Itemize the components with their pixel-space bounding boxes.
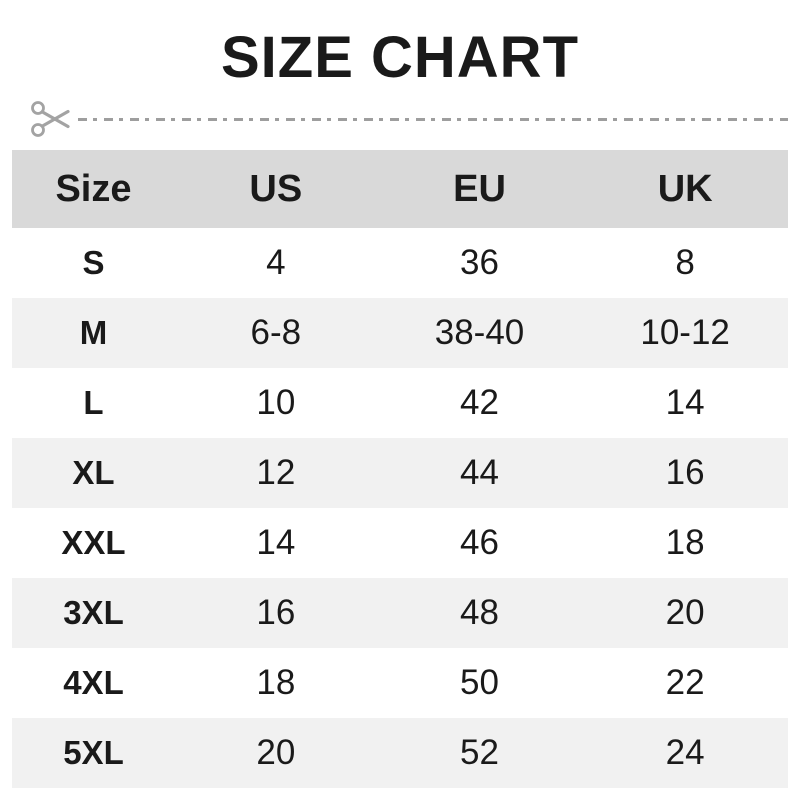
- table-row: S 4 36 8: [12, 228, 788, 299]
- dash-dot-line: [78, 117, 788, 121]
- us-cell: 4: [266, 243, 286, 283]
- size-cell: 5XL: [63, 734, 124, 772]
- eu-cell: 36: [460, 243, 499, 283]
- size-cell: XL: [72, 454, 115, 492]
- page-title: SIZE CHART: [221, 25, 579, 90]
- table-row: M 6-8 38-40 10-12: [12, 298, 788, 369]
- uk-cell: 24: [665, 733, 705, 773]
- uk-cell: 16: [665, 453, 705, 493]
- eu-cell: 42: [460, 383, 499, 423]
- size-table: Size US EU UK S 4 36 8 M 6-8 38-40 10-12…: [12, 150, 788, 789]
- uk-cell: 20: [665, 593, 705, 633]
- table-row: 5XL 20 52 24: [12, 718, 788, 789]
- eu-cell: 38-40: [434, 313, 525, 353]
- us-cell: 6-8: [250, 313, 302, 353]
- uk-cell: 10-12: [640, 313, 730, 353]
- eu-cell: 46: [460, 523, 499, 563]
- us-cell: 10: [256, 383, 296, 423]
- us-cell: 14: [256, 523, 296, 563]
- table-row: XL 12 44 16: [12, 438, 788, 509]
- uk-cell: 18: [665, 523, 705, 563]
- uk-cell: 14: [665, 383, 705, 423]
- table-row: L 10 42 14: [12, 368, 788, 439]
- eu-cell: 44: [460, 453, 499, 493]
- size-chart-page: SIZE CHART Size US EU UK S 4 36 8 M 6-8 …: [0, 25, 800, 800]
- eu-cell: 50: [460, 663, 499, 703]
- table-row: XXL 14 46 18: [12, 508, 788, 579]
- size-cell: M: [79, 314, 108, 352]
- size-cell: S: [82, 244, 105, 282]
- us-cell: 12: [256, 453, 296, 493]
- table-row: 4XL 18 50 22: [12, 648, 788, 719]
- uk-cell: 8: [675, 243, 695, 283]
- size-cell: XXL: [61, 524, 126, 562]
- eu-cell: 48: [460, 593, 499, 633]
- us-cell: 20: [256, 733, 296, 773]
- header-eu: EU: [453, 167, 506, 210]
- header-us: US: [249, 167, 303, 210]
- header-size: Size: [55, 167, 132, 210]
- uk-cell: 22: [665, 663, 705, 703]
- table-header-row: Size US EU UK: [12, 150, 788, 229]
- us-cell: 16: [256, 593, 296, 633]
- header-uk: UK: [657, 167, 713, 210]
- us-cell: 18: [256, 663, 296, 703]
- eu-cell: 52: [460, 733, 499, 773]
- size-cell: 4XL: [63, 664, 124, 702]
- size-cell: 3XL: [63, 594, 124, 632]
- table-row: 3XL 16 48 20: [12, 578, 788, 649]
- cut-line: [0, 98, 800, 140]
- size-cell: L: [83, 384, 104, 422]
- scissors-icon: [31, 101, 70, 138]
